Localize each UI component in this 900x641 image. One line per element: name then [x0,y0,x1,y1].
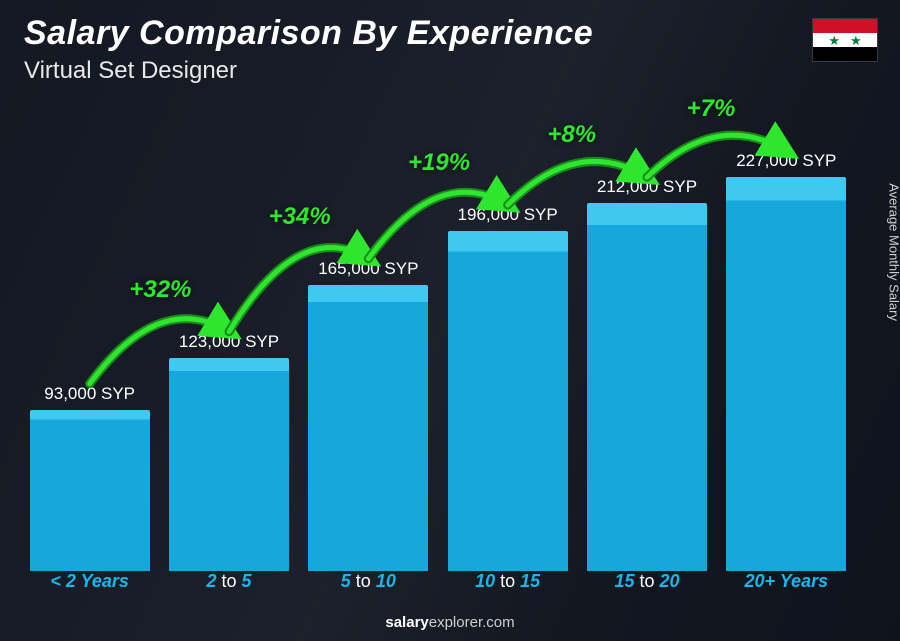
footer-brand-bold: salary [385,614,428,631]
x-axis-tick: < 2 Years [20,571,159,601]
header: Salary Comparison By Experience Virtual … [24,14,593,85]
flag-star-icon: ★ [828,34,840,47]
chart-column: 165,000 SYP [299,120,438,571]
bar-value-label: 196,000 SYP [410,205,605,225]
salary-bar [448,231,568,571]
bar-value-label: 227,000 SYP [689,151,884,171]
flag-stripe-middle: ★★ [813,33,877,47]
bar-value-label: 123,000 SYP [131,332,326,352]
footer-brand: salaryexplorer.com [0,614,900,631]
chart-column: 212,000 SYP [577,120,716,571]
x-axis-tick: 10 to 15 [438,571,577,601]
growth-percent-badge: +19% [408,149,470,177]
page-subtitle: Virtual Set Designer [24,57,593,85]
x-axis-tick: 5 to 10 [299,571,438,601]
country-flag-icon: ★★ [812,18,878,62]
growth-percent-badge: +7% [687,95,736,123]
salary-bar [726,177,846,571]
y-axis-label: Average Monthly Salary [887,183,900,321]
footer-brand-rest: explorer.com [429,614,515,631]
growth-percent-badge: +8% [547,121,596,149]
salary-bar [169,358,289,571]
chart-column: 227,000 SYP [717,120,856,571]
page-title: Salary Comparison By Experience [24,14,593,53]
salary-bar [587,203,707,571]
salary-bar-chart: 93,000 SYP123,000 SYP165,000 SYP196,000 … [20,120,856,571]
flag-stripe-bottom [813,47,877,61]
bar-value-label: 212,000 SYP [549,177,744,197]
salary-bar [30,410,150,571]
x-axis-tick: 2 to 5 [159,571,298,601]
chart-column: 123,000 SYP [159,120,298,571]
infographic-stage: Salary Comparison By Experience Virtual … [0,0,900,641]
flag-stripe-top [813,19,877,33]
growth-percent-badge: +34% [269,203,331,231]
x-axis-tick: 20+ Years [717,571,856,601]
bar-value-label: 165,000 SYP [271,259,466,279]
x-axis: < 2 Years2 to 55 to 1010 to 1515 to 2020… [20,571,856,601]
salary-bar [308,285,428,571]
growth-percent-badge: +32% [129,276,191,304]
x-axis-tick: 15 to 20 [577,571,716,601]
flag-star-icon: ★ [850,34,862,47]
